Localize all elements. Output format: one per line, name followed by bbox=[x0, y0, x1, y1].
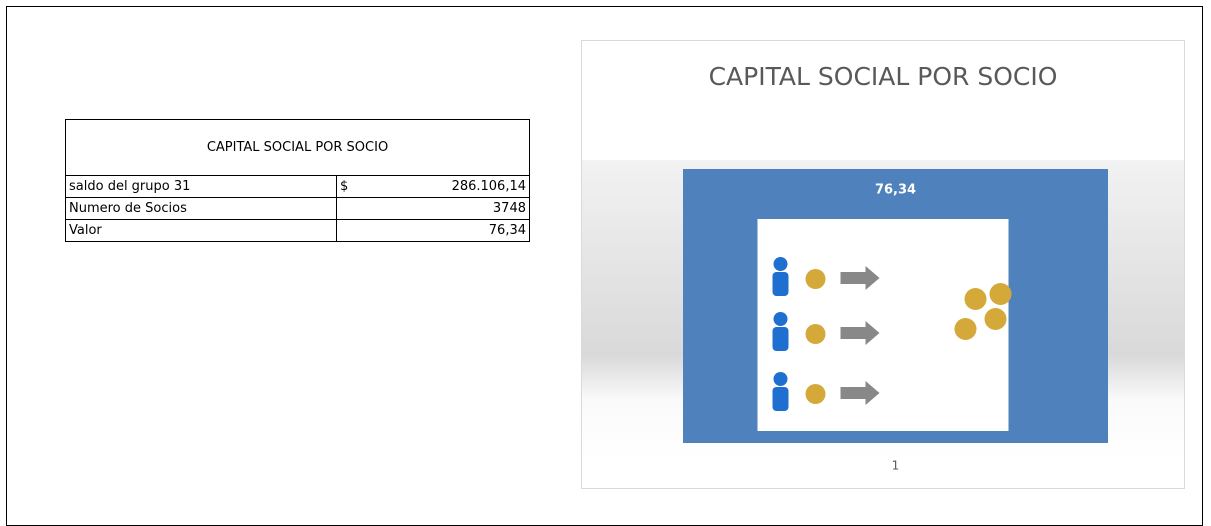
cell: Numero de Socios bbox=[66, 198, 337, 220]
cell: 3748 bbox=[337, 198, 530, 220]
x-tick-label: 1 bbox=[892, 459, 900, 473]
chart: CAPITAL SOCIAL POR SOCIO 1 76,34 bbox=[581, 40, 1186, 490]
cell: 76,34 bbox=[337, 220, 530, 242]
cell: saldo del grupo 31 bbox=[66, 176, 337, 198]
value-label: 76,34 bbox=[875, 183, 916, 198]
picture bbox=[758, 219, 1012, 431]
table-title: CAPITAL SOCIAL POR SOCIO bbox=[66, 120, 530, 176]
cell: $ bbox=[337, 176, 384, 198]
chart-title: CAPITAL SOCIAL POR SOCIO bbox=[709, 62, 1058, 91]
data-table: CAPITAL SOCIAL POR SOCIO saldo del grupo… bbox=[65, 119, 530, 242]
cell: 286.106,14 bbox=[383, 176, 530, 198]
cell: Valor bbox=[66, 220, 337, 242]
